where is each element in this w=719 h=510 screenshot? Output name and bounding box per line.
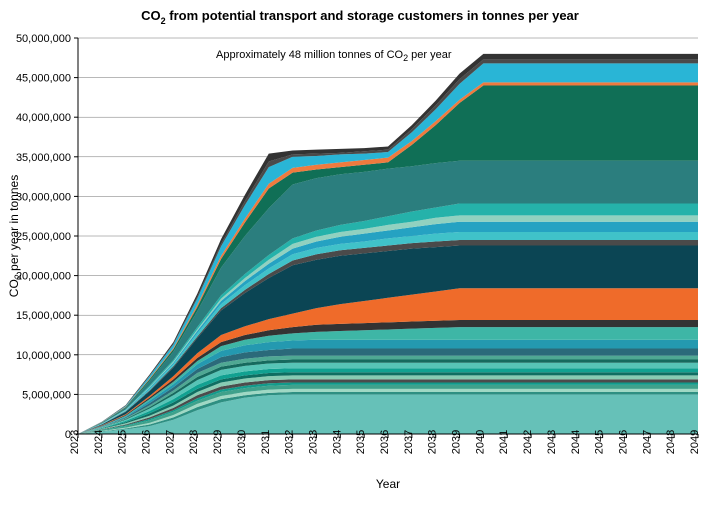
svg-text:2049: 2049 xyxy=(689,430,701,454)
svg-text:2034: 2034 xyxy=(331,430,343,454)
svg-text:2046: 2046 xyxy=(617,430,629,454)
svg-text:2033: 2033 xyxy=(307,430,319,454)
svg-text:2042: 2042 xyxy=(522,430,534,454)
svg-text:2043: 2043 xyxy=(546,430,558,454)
svg-text:2027: 2027 xyxy=(164,430,176,454)
svg-text:2035: 2035 xyxy=(355,430,367,454)
svg-text:2026: 2026 xyxy=(141,430,153,454)
svg-text:40,000,000: 40,000,000 xyxy=(16,112,71,124)
svg-text:10,000,000: 10,000,000 xyxy=(16,350,71,362)
svg-text:2029: 2029 xyxy=(212,430,224,454)
svg-text:2028: 2028 xyxy=(188,430,200,454)
svg-text:2048: 2048 xyxy=(665,430,677,454)
svg-text:5,000,000: 5,000,000 xyxy=(22,389,71,401)
svg-text:35,000,000: 35,000,000 xyxy=(16,152,71,164)
svg-text:2024: 2024 xyxy=(93,430,105,454)
chart-title: CO2 from potential transport and storage… xyxy=(141,8,579,26)
y-axis-label: CO2 per year in tonnes xyxy=(7,175,23,297)
svg-text:25,000,000: 25,000,000 xyxy=(16,231,71,243)
stacked-areas xyxy=(78,54,698,434)
svg-text:2039: 2039 xyxy=(451,430,463,454)
svg-text:2025: 2025 xyxy=(117,430,129,454)
svg-text:2032: 2032 xyxy=(284,430,296,454)
svg-text:15,000,000: 15,000,000 xyxy=(16,310,71,322)
svg-text:2031: 2031 xyxy=(260,430,272,454)
svg-text:2038: 2038 xyxy=(427,430,439,454)
x-axis-label: Year xyxy=(376,477,400,491)
svg-text:2041: 2041 xyxy=(498,430,510,454)
svg-text:2044: 2044 xyxy=(570,430,582,454)
svg-text:2047: 2047 xyxy=(641,430,653,454)
chart-annotation: Approximately 48 million tonnes of CO2 p… xyxy=(216,49,452,63)
svg-text:2040: 2040 xyxy=(474,430,486,454)
y-axis: 05,000,00010,000,00015,000,00020,000,000… xyxy=(16,33,78,441)
svg-text:45,000,000: 45,000,000 xyxy=(16,73,71,85)
svg-text:20,000,000: 20,000,000 xyxy=(16,271,71,283)
svg-text:2045: 2045 xyxy=(594,430,606,454)
svg-text:30,000,000: 30,000,000 xyxy=(16,191,71,203)
svg-text:2036: 2036 xyxy=(379,430,391,454)
svg-text:2030: 2030 xyxy=(236,430,248,454)
svg-text:50,000,000: 50,000,000 xyxy=(16,33,71,45)
co2-area-chart: CO2 from potential transport and storage… xyxy=(0,0,719,510)
svg-text:2037: 2037 xyxy=(403,430,415,454)
svg-text:2023: 2023 xyxy=(69,430,81,454)
